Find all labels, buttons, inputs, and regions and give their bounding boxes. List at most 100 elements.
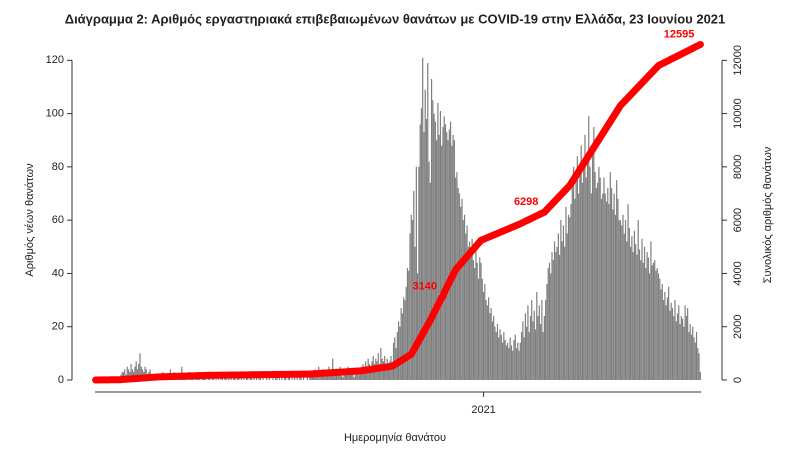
bar (466, 225, 468, 380)
bar (559, 254, 561, 380)
bar (689, 324, 691, 380)
bar (124, 369, 126, 380)
bar (130, 364, 132, 380)
bar (476, 262, 478, 380)
bar (121, 372, 123, 380)
y-tick-label: 100 (46, 108, 64, 120)
y-tick-label: 60 (52, 214, 64, 226)
bar (258, 377, 260, 380)
bar (378, 364, 381, 380)
bar (529, 316, 532, 380)
bar (423, 132, 425, 380)
bar (642, 262, 644, 380)
bar (586, 153, 589, 380)
bar (635, 244, 637, 380)
bar (673, 316, 675, 380)
bar (580, 145, 582, 380)
bar (575, 180, 577, 380)
bar (352, 374, 354, 380)
bar (444, 124, 447, 380)
bar (519, 342, 521, 380)
bar (690, 334, 693, 380)
bar (561, 241, 563, 380)
bar (539, 324, 542, 380)
bar (665, 305, 667, 380)
bar (595, 188, 597, 380)
bar (306, 377, 308, 380)
bar (574, 198, 576, 380)
bar (509, 337, 511, 380)
bar (250, 377, 253, 380)
bar (338, 374, 340, 380)
bar (600, 198, 603, 380)
y2-tick-label: 6000 (732, 208, 744, 232)
bar (489, 313, 491, 380)
bar (391, 366, 393, 380)
bar (410, 214, 412, 380)
bar (613, 193, 615, 380)
bar (576, 156, 578, 380)
bar (276, 377, 278, 380)
bar (294, 377, 296, 380)
bar (481, 278, 483, 380)
bar (236, 377, 239, 380)
bar (458, 193, 461, 380)
bar (482, 292, 485, 380)
bar (238, 377, 240, 380)
bar (616, 180, 618, 380)
bar (493, 316, 495, 380)
bar (684, 305, 686, 380)
bar (484, 284, 486, 380)
bar (309, 377, 311, 380)
bar (340, 372, 343, 380)
bar (565, 206, 567, 380)
bar (278, 377, 281, 380)
bar (637, 220, 639, 380)
bar (233, 377, 235, 380)
x-tick-label: 2021 (471, 404, 495, 416)
bar (659, 278, 661, 380)
bar (140, 366, 142, 380)
bar (456, 172, 458, 380)
bar (447, 140, 449, 380)
bar (499, 329, 501, 380)
bar (627, 204, 629, 380)
bar (610, 188, 613, 380)
chart-title: Διάγραμμα 2: Αριθμός εργαστηριακά επιβεβ… (65, 11, 726, 26)
bar (537, 316, 539, 380)
bar (685, 316, 687, 380)
bar (562, 225, 565, 380)
bar (475, 246, 477, 380)
bar (409, 233, 411, 380)
bar (495, 332, 497, 380)
bar (470, 252, 472, 380)
bar (346, 372, 348, 380)
bar (411, 220, 414, 380)
bar (578, 193, 580, 380)
bar (646, 252, 648, 380)
bar (127, 369, 130, 380)
bar (457, 188, 459, 380)
bar (433, 113, 435, 380)
bar (479, 257, 481, 380)
bar (144, 366, 146, 380)
bar (299, 377, 301, 380)
bar (514, 334, 516, 380)
bar (296, 377, 298, 380)
bar (262, 377, 264, 380)
bar (404, 300, 406, 380)
bar (599, 177, 601, 380)
bar (680, 316, 682, 380)
bar (520, 332, 523, 380)
bar (647, 257, 649, 380)
bar (638, 249, 641, 380)
bar (135, 361, 137, 380)
bar (380, 348, 382, 380)
bar (603, 177, 605, 380)
bar (394, 337, 396, 380)
bar (468, 241, 471, 380)
bar (370, 366, 372, 380)
bar (654, 260, 656, 380)
bar (523, 337, 525, 380)
bar (526, 326, 528, 380)
